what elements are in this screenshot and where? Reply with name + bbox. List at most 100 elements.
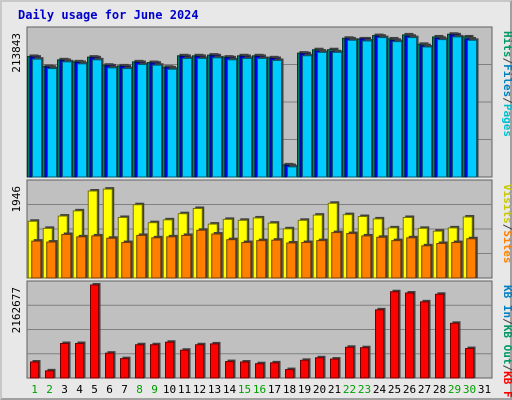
- top-bar-pages: [137, 62, 149, 178]
- bottom-legend-item: KB F: [501, 371, 512, 398]
- top-max-label: 213843: [10, 33, 23, 73]
- top-legend-item: Hits: [501, 31, 512, 58]
- bottom-bar-kb-f: [45, 368, 56, 379]
- middle-bar-sites: [436, 241, 448, 279]
- x-tick-label: 27: [418, 383, 431, 396]
- middle-bar-sites: [466, 236, 478, 279]
- middle-bar-sites: [331, 230, 343, 279]
- middle-bar-sites: [286, 241, 298, 279]
- x-tick-label: 6: [106, 383, 113, 396]
- bottom-legend: KB In/KB Out/KB F: [501, 285, 512, 398]
- middle-bar-sites: [361, 233, 373, 279]
- top-bar-pages: [122, 66, 134, 178]
- top-bar-pages: [197, 56, 209, 178]
- middle-bar-sites: [391, 238, 403, 279]
- middle-bar-sites: [31, 239, 43, 279]
- middle-bar-sites: [421, 243, 433, 279]
- x-tick-label: 16: [253, 383, 266, 396]
- middle-bar-sites: [376, 235, 388, 279]
- middle-bar-sites: [346, 231, 358, 279]
- bottom-bar-kb-f: [75, 341, 86, 379]
- bottom-bar-kb-f: [450, 321, 461, 379]
- top-bar-pages: [437, 37, 449, 178]
- middle-legend: Visits/Sites: [501, 184, 512, 264]
- x-tick-label: 28: [433, 383, 446, 396]
- middle-bar-sites: [76, 234, 88, 279]
- middle-bar-sites: [316, 238, 328, 279]
- top-bar-pages: [92, 57, 104, 178]
- bottom-bar-kb-f: [240, 360, 251, 379]
- top-bar-pages: [182, 56, 194, 178]
- chart-title: Daily usage for June 2024: [18, 8, 199, 22]
- x-tick-label: 3: [61, 383, 68, 396]
- bottom-bar-kb-f: [390, 289, 401, 379]
- x-tick-label: 8: [136, 383, 143, 396]
- bottom-bar-kb-f: [345, 345, 356, 379]
- middle-bar-sites: [406, 235, 418, 279]
- middle-bar-sites: [271, 238, 283, 279]
- x-tick-label: 18: [283, 383, 296, 396]
- bottom-bar-kb-f: [360, 345, 371, 379]
- top-legend-item: /: [501, 58, 512, 65]
- top-bar-pages: [107, 65, 119, 178]
- x-tick-label: 19: [298, 383, 311, 396]
- x-tick-label: 1: [31, 383, 38, 396]
- x-tick-label: 2: [46, 383, 53, 396]
- top-bar-pages: [452, 34, 464, 178]
- middle-bar-sites: [136, 233, 148, 279]
- bottom-legend-item: KB In: [501, 285, 512, 318]
- top-bar-pages: [332, 50, 344, 178]
- top-legend: Hits/Files/Pages: [501, 31, 512, 137]
- x-tick-label: 10: [163, 383, 176, 396]
- bottom-bar-kb-f: [60, 341, 71, 379]
- bottom-bar-kb-f: [270, 360, 281, 379]
- x-tick-label: 11: [178, 383, 191, 396]
- bottom-bar-kb-f: [435, 292, 446, 379]
- top-bar-pages: [422, 45, 434, 178]
- bottom-bar-kb-f: [210, 341, 221, 379]
- top-bar-pages: [77, 61, 89, 178]
- top-bar-pages: [362, 38, 374, 178]
- middle-bar-sites: [61, 232, 73, 279]
- middle-bar-sites: [211, 232, 223, 279]
- x-tick-label: 21: [328, 383, 341, 396]
- bottom-bar-kb-f: [375, 307, 386, 379]
- middle-legend-item: /: [501, 224, 512, 231]
- bottom-bar-kb-f: [225, 359, 236, 379]
- x-tick-label: 7: [121, 383, 128, 396]
- top-legend-item: Pages: [501, 104, 512, 137]
- x-tick-label: 30: [463, 383, 476, 396]
- x-tick-label: 29: [448, 383, 461, 396]
- bottom-bar-kb-f: [180, 348, 191, 379]
- x-axis-labels: 1 2 3 4 5 6 7 8 9 10 11 12 13 14 15 16 17 18 19 20 21 22 23 24 2…: [31, 383, 491, 396]
- top-bar-pages: [167, 67, 179, 178]
- middle-max-label: 1946: [10, 186, 23, 213]
- top-bar-pages: [242, 56, 254, 178]
- bottom-bar-kb-f: [465, 346, 476, 379]
- middle-panel: 1946 Visits/Sites: [10, 179, 512, 279]
- middle-bar-sites: [91, 233, 103, 279]
- top-bar-pages: [152, 63, 164, 178]
- x-tick-label: 20: [313, 383, 326, 396]
- bottom-legend-item: KB Out: [501, 325, 512, 365]
- top-bar-pages: [287, 164, 299, 178]
- x-tick-label: 31: [478, 383, 491, 396]
- top-bar-pages: [377, 35, 389, 178]
- top-bar-pages: [212, 55, 224, 178]
- middle-bar-sites: [151, 235, 163, 279]
- top-bar-pages: [47, 66, 59, 178]
- middle-bar-sites: [46, 240, 58, 279]
- bottom-bar-kb-f: [105, 351, 116, 379]
- x-tick-label: 26: [403, 383, 416, 396]
- bottom-bar-kb-f: [300, 358, 311, 379]
- x-tick-label: 22: [343, 383, 356, 396]
- bottom-legend-item: /: [501, 318, 512, 325]
- x-tick-label: 24: [373, 383, 387, 396]
- bottom-bar-kb-f: [135, 342, 146, 379]
- bottom-bar-kb-f: [195, 342, 206, 379]
- middle-bar-sites: [196, 228, 208, 279]
- x-tick-label: 12: [193, 383, 206, 396]
